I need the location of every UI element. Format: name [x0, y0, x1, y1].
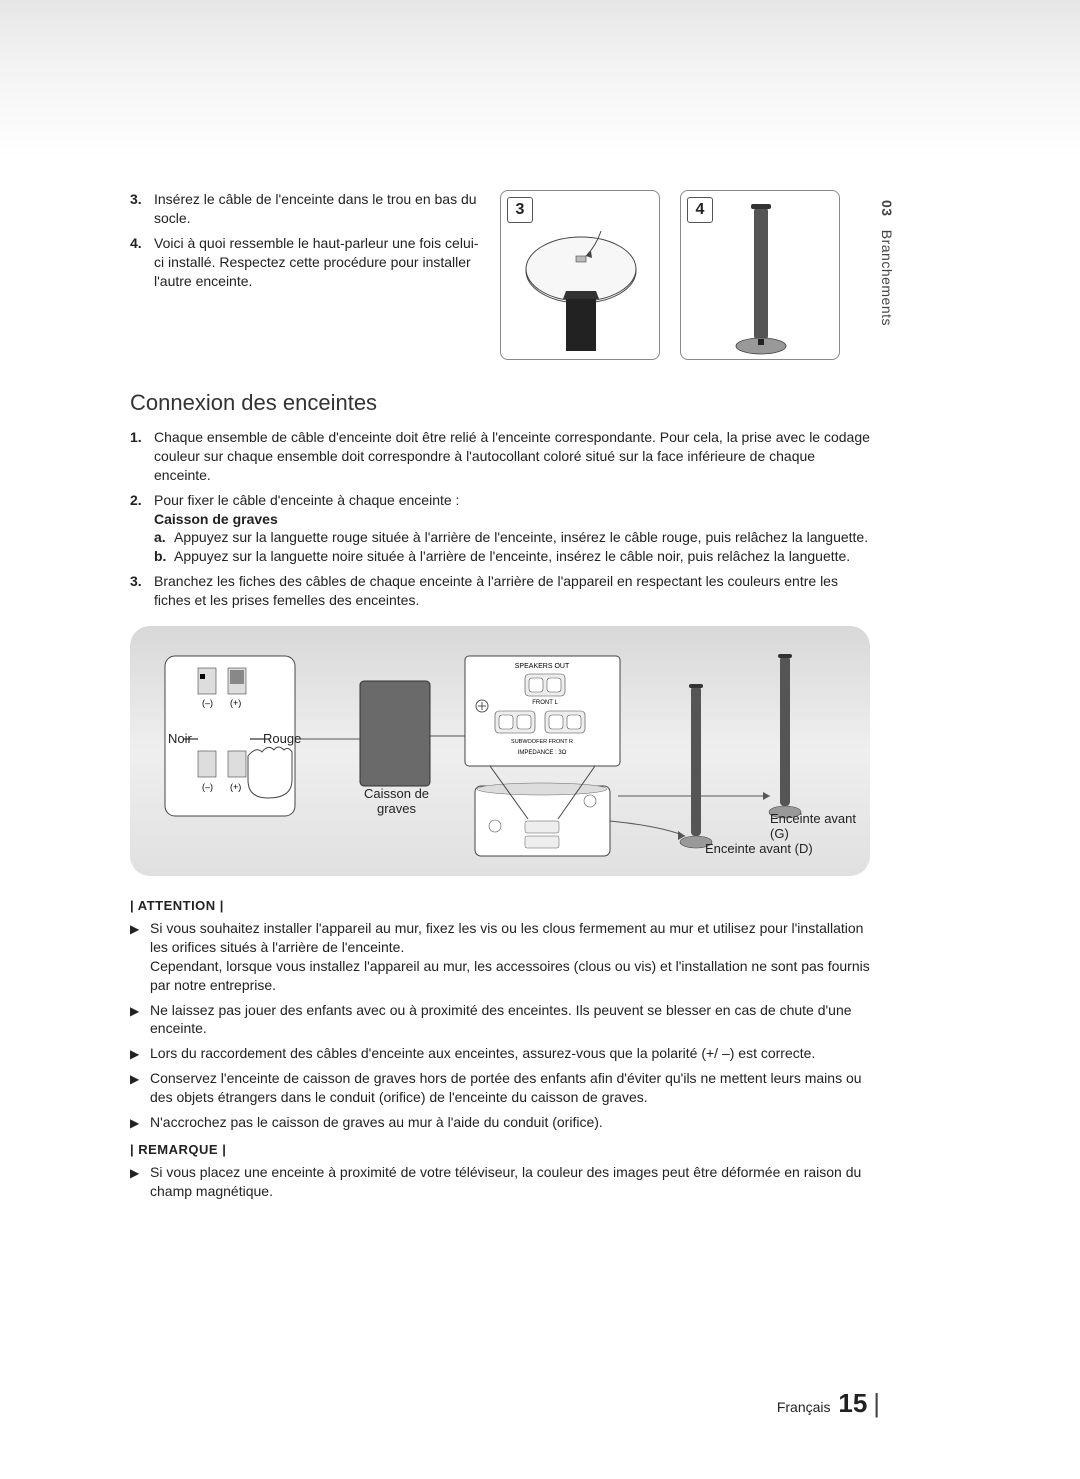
remarque-text: Si vous placez une enceinte à proximité … — [150, 1163, 870, 1201]
attention-text: Si vous souhaitez installer l'appareil a… — [150, 919, 870, 995]
list-item: ▶N'accrochez pas le caisson de graves au… — [130, 1113, 870, 1132]
svg-text:SPEAKERS OUT: SPEAKERS OUT — [515, 663, 570, 670]
footer-page-number: 15 — [838, 1388, 867, 1418]
side-chapter-label: Branchements — [879, 230, 895, 326]
figure-4-svg — [681, 191, 841, 361]
side-chapter-num: 03 — [879, 200, 895, 217]
step-text: Insérez le câble de l'enceinte dans le t… — [154, 190, 480, 228]
intro-steps: 3. Insérez le câble de l'enceinte dans l… — [130, 190, 480, 290]
bullet-arrow-icon: ▶ — [130, 1044, 150, 1063]
figure-4: 4 — [680, 190, 840, 360]
step-num: 3. — [130, 190, 154, 228]
footer-pipe: | — [873, 1388, 880, 1418]
bullet-arrow-icon: ▶ — [130, 1113, 150, 1132]
list-item: ▶Ne laissez pas jouer des enfants avec o… — [130, 1001, 870, 1039]
svg-text:FRONT L: FRONT L — [532, 700, 558, 706]
step-num: 1. — [130, 428, 154, 485]
top-gradient — [0, 0, 1080, 160]
list-item: ▶Lors du raccordement des câbles d'encei… — [130, 1044, 870, 1063]
page-content: 3. Insérez le câble de l'enceinte dans l… — [130, 190, 870, 1207]
svg-text:(–): (–) — [202, 782, 213, 792]
sub-b-num: b. — [154, 547, 174, 566]
step-text: Pour fixer le câble d'enceinte à chaque … — [154, 492, 459, 508]
sub-a-num: a. — [154, 528, 174, 547]
remarque-list: ▶Si vous placez une enceinte à proximité… — [130, 1163, 870, 1201]
sub-header: Caisson de graves — [154, 511, 278, 527]
label-caisson: Caisson de graves — [364, 786, 429, 816]
diagram-svg: (–) (+) (–) (+) SPEAKERS OUT FRONT L — [130, 626, 870, 876]
attention-text: Conservez l'enceinte de caisson de grave… — [150, 1069, 870, 1107]
sub-b-text: Appuyez sur la languette noire située à … — [174, 548, 850, 564]
attention-text: Ne laissez pas jouer des enfants avec ou… — [150, 1001, 870, 1039]
intro-row: 3. Insérez le câble de l'enceinte dans l… — [130, 190, 870, 360]
step-num: 4. — [130, 234, 154, 291]
sub-a: a.Appuyez sur la languette rouge située … — [154, 529, 868, 545]
remarque-heading: | REMARQUE | — [130, 1142, 870, 1157]
label-noir: Noir — [168, 731, 192, 746]
list-item: ▶Si vous placez une enceinte à proximité… — [130, 1163, 870, 1201]
intro-text: 3. Insérez le câble de l'enceinte dans l… — [130, 190, 480, 360]
section-title: Connexion des enceintes — [130, 390, 870, 416]
list-item: 1. Chaque ensemble de câble d'enceinte d… — [130, 428, 870, 485]
sub-a-text: Appuyez sur la languette rouge située à … — [174, 529, 868, 545]
figure-pair: 3 4 — [500, 190, 840, 360]
step-text: Chaque ensemble de câble d'enceinte doit… — [154, 428, 870, 485]
connection-diagram: (–) (+) (–) (+) SPEAKERS OUT FRONT L — [130, 626, 870, 876]
attention-text: Lors du raccordement des câbles d'encein… — [150, 1044, 815, 1063]
step-num: 3. — [130, 572, 154, 610]
connection-steps: 1. Chaque ensemble de câble d'enceinte d… — [130, 428, 870, 610]
svg-text:(+): (+) — [230, 698, 241, 708]
sub-b: b.Appuyez sur la languette noire située … — [154, 548, 850, 564]
label-enceinte-d: Enceinte avant (D) — [705, 841, 813, 856]
attention-heading: | ATTENTION | — [130, 898, 870, 913]
step-text: Branchez les fiches des câbles de chaque… — [154, 572, 870, 610]
figure-3: 3 — [500, 190, 660, 360]
list-item: 4. Voici à quoi ressemble le haut-parleu… — [130, 234, 480, 291]
bullet-arrow-icon: ▶ — [130, 1069, 150, 1107]
bullet-arrow-icon: ▶ — [130, 1163, 150, 1201]
list-item: ▶Conservez l'enceinte de caisson de grav… — [130, 1069, 870, 1107]
svg-text:(–): (–) — [202, 698, 213, 708]
svg-text:(+): (+) — [230, 782, 241, 792]
step-text: Voici à quoi ressemble le haut-parleur u… — [154, 234, 480, 291]
step-num: 2. — [130, 491, 154, 567]
side-tab: 03 Branchements — [879, 200, 895, 326]
list-item: 2. Pour fixer le câble d'enceinte à chaq… — [130, 491, 870, 567]
label-rouge: Rouge — [263, 731, 301, 746]
footer-lang: Français — [777, 1399, 831, 1415]
attention-text: N'accrochez pas le caisson de graves au … — [150, 1113, 603, 1132]
figure-3-svg — [501, 191, 661, 361]
list-item: 3. Branchez les fiches des câbles de cha… — [130, 572, 870, 610]
list-item: ▶Si vous souhaitez installer l'appareil … — [130, 919, 870, 995]
bullet-arrow-icon: ▶ — [130, 919, 150, 995]
svg-text:IMPEDANCE : 3Ω: IMPEDANCE : 3Ω — [518, 750, 567, 756]
label-enceinte-g: Enceinte avant (G) — [770, 811, 870, 841]
bullet-arrow-icon: ▶ — [130, 1001, 150, 1039]
svg-text:SUBWOOFER FRONT R: SUBWOOFER FRONT R — [511, 739, 573, 745]
page-footer: Français 15 | — [777, 1388, 880, 1419]
list-item: 3. Insérez le câble de l'enceinte dans l… — [130, 190, 480, 228]
step-2-block: Pour fixer le câble d'enceinte à chaque … — [154, 491, 870, 567]
attention-list: ▶Si vous souhaitez installer l'appareil … — [130, 919, 870, 1132]
